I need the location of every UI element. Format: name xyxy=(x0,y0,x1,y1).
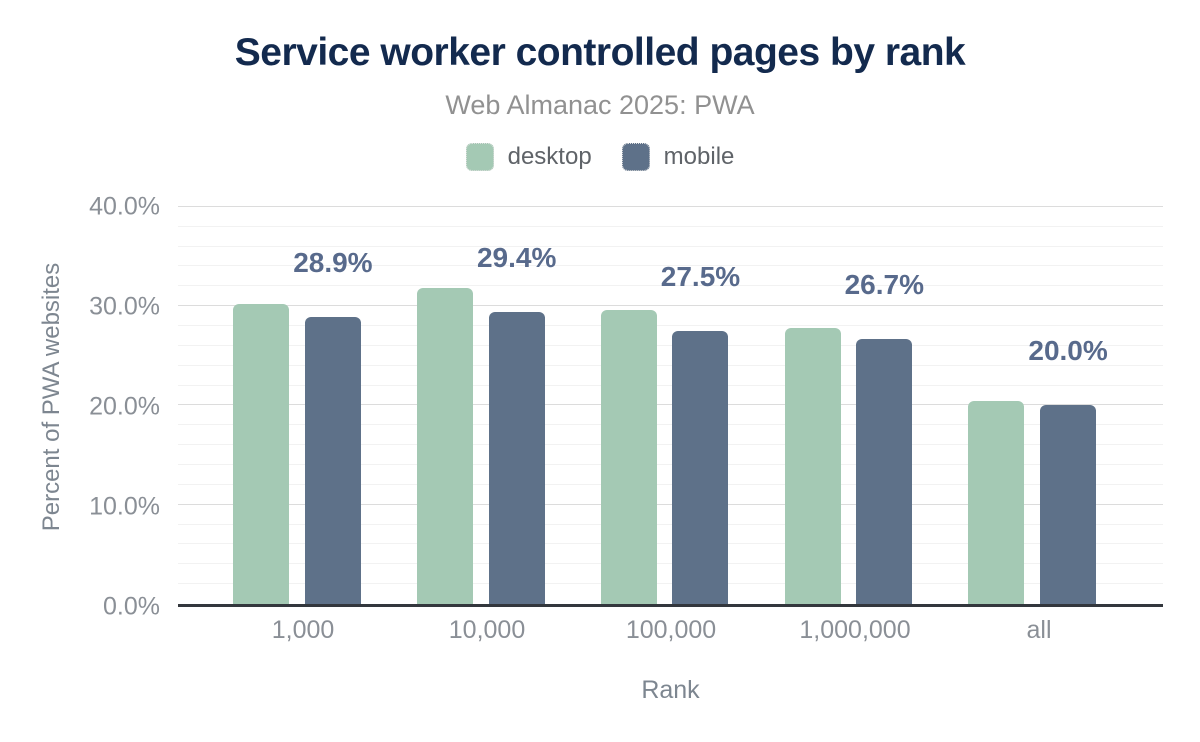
y-tick-label-10: 10.0% xyxy=(89,492,160,521)
minor-gridline-38 xyxy=(178,225,1163,227)
legend: desktop mobile xyxy=(0,142,1200,171)
bar-desktop-all[interactable] xyxy=(968,401,1025,604)
minor-gridline-8 xyxy=(178,523,1163,525)
legend-label-mobile: mobile xyxy=(663,142,735,170)
x-tick-label-1-000: 1,000 xyxy=(271,616,335,644)
x-tick-label-100-000: 100,000 xyxy=(625,616,717,644)
bar-desktop-1-000[interactable] xyxy=(233,304,290,604)
minor-gridline-18 xyxy=(178,424,1163,426)
bar-col-mobile-all: 20.0% xyxy=(1028,187,1108,604)
bar-group-1-000: 28.9% xyxy=(211,187,395,604)
bar-value-label-1-000: 28.9% xyxy=(293,247,373,279)
bar-col-desktop-100-000 xyxy=(600,187,657,604)
y-tick-label-0: 0.0% xyxy=(103,592,160,621)
bar-col-desktop-all xyxy=(968,187,1025,604)
bar-value-label-all: 20.0% xyxy=(1028,335,1108,367)
bar-value-label-1-000-000: 26.7% xyxy=(844,268,924,300)
legend-item-mobile[interactable]: mobile xyxy=(621,142,735,171)
bar-col-mobile-100-000: 27.5% xyxy=(661,187,740,604)
bar-desktop-1-000-000[interactable] xyxy=(784,328,841,604)
minor-gridline-36 xyxy=(178,245,1163,247)
y-tick-label-30: 30.0% xyxy=(89,292,160,321)
plot-area: 28.9% 29.4% 27.5% 26.7% 20.0% xyxy=(178,187,1163,607)
minor-gridline-34 xyxy=(178,265,1163,267)
bar-value-label-10-000: 29.4% xyxy=(476,242,557,274)
minor-gridline-6 xyxy=(178,543,1163,545)
bar-col-desktop-1-000-000 xyxy=(784,187,841,604)
bar-desktop-10-000[interactable] xyxy=(416,288,473,604)
bar-mobile-10-000[interactable] xyxy=(488,312,545,604)
x-axis-title: Rank xyxy=(641,676,700,704)
legend-label-desktop: desktop xyxy=(507,142,592,170)
bar-col-mobile-1-000: 28.9% xyxy=(293,187,373,604)
minor-gridline-2 xyxy=(178,583,1163,585)
bar-col-desktop-1-000 xyxy=(233,187,290,604)
bar-col-desktop-10-000 xyxy=(416,187,473,604)
minor-gridline-12 xyxy=(178,483,1163,485)
x-tick-label-10-000: 10,000 xyxy=(448,616,526,644)
bar-mobile-100-000[interactable] xyxy=(672,330,729,604)
minor-gridline-24 xyxy=(178,364,1163,366)
minor-gridline-32 xyxy=(178,285,1163,287)
minor-gridline-14 xyxy=(178,464,1163,466)
major-gridline-30 xyxy=(178,305,1163,307)
bar-group-100-000: 27.5% xyxy=(579,187,763,604)
minor-gridline-16 xyxy=(178,444,1163,446)
bar-value-label-100-000: 27.5% xyxy=(660,260,741,292)
bar-groups: 28.9% 29.4% 27.5% 26.7% 20.0% xyxy=(178,187,1163,604)
legend-item-desktop[interactable]: desktop xyxy=(465,142,592,171)
y-tick-label-40: 40.0% xyxy=(89,192,160,221)
bar-col-mobile-10-000: 29.4% xyxy=(477,187,556,604)
x-tick-label-all: all xyxy=(1026,616,1052,644)
major-gridline-10 xyxy=(178,503,1163,505)
mobile-swatch-icon xyxy=(621,142,650,171)
bar-col-mobile-1-000-000: 26.7% xyxy=(845,187,924,604)
bar-desktop-100-000[interactable] xyxy=(600,310,657,604)
bar-group-1-000-000: 26.7% xyxy=(762,187,946,604)
minor-gridline-4 xyxy=(178,563,1163,565)
bar-mobile-1-000[interactable] xyxy=(304,317,361,604)
bar-group-10-000: 29.4% xyxy=(395,187,579,604)
bar-mobile-1-000-000[interactable] xyxy=(856,338,913,604)
x-tick-label-1-000-000: 1,000,000 xyxy=(799,616,911,644)
major-gridline-40 xyxy=(178,205,1163,207)
chart-title: Service worker controlled pages by rank xyxy=(234,31,966,74)
minor-gridline-26 xyxy=(178,344,1163,346)
bar-mobile-all[interactable] xyxy=(1040,405,1097,604)
minor-gridline-28 xyxy=(178,325,1163,327)
desktop-swatch-icon xyxy=(465,142,494,171)
y-axis-tick-labels: 0.0% 10.0% 20.0% 30.0% 40.0% xyxy=(0,187,160,621)
y-tick-label-20: 20.0% xyxy=(89,392,160,421)
chart-subtitle: Web Almanac 2025: PWA xyxy=(445,89,755,120)
bar-group-all: 20.0% xyxy=(946,187,1130,604)
x-axis-tick-labels: 1,000 10,000 100,000 1,000,000 all xyxy=(211,616,1131,645)
minor-gridline-22 xyxy=(178,384,1163,386)
major-gridline-20 xyxy=(178,404,1163,406)
